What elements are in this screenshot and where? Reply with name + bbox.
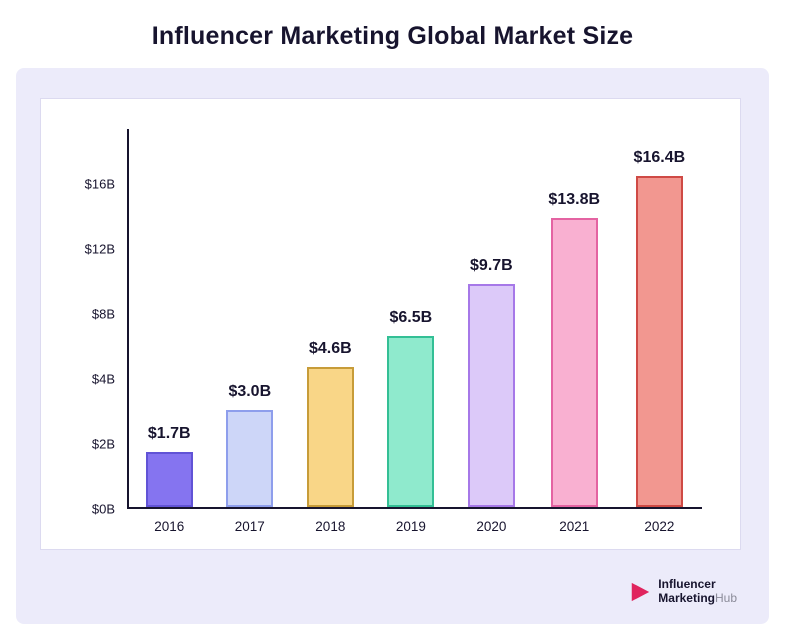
x-axis-label: 2021 bbox=[559, 519, 590, 534]
y-tick-label: $16B bbox=[84, 176, 115, 192]
brand-flag-icon bbox=[632, 583, 650, 602]
y-tick-label: $12B bbox=[84, 241, 115, 257]
x-axis-label: 2020 bbox=[476, 519, 507, 534]
y-tick-label: $0B bbox=[91, 501, 115, 517]
bar-column: $3.0B 2017 bbox=[226, 382, 274, 534]
bar-column: $9.7B 2020 bbox=[467, 257, 515, 534]
bar-value-label: $1.7B bbox=[147, 424, 191, 442]
page-title: Influencer Marketing Global Market Size bbox=[151, 22, 634, 50]
bar-chart: $0B $2B $4B $8B $12B $16B $1.7B 2016 $3.0B 2017 $… bbox=[41, 99, 740, 535]
bar-2017 bbox=[226, 409, 274, 507]
bar-2016 bbox=[145, 451, 193, 507]
x-axis-label: 2016 bbox=[154, 519, 185, 534]
bar-value-label: $4.6B bbox=[308, 340, 352, 358]
bar-value-label: $16.4B bbox=[633, 148, 686, 166]
bar-column: $13.8B 2021 bbox=[548, 190, 601, 534]
bar-2021 bbox=[550, 217, 598, 507]
y-tick-label: $4B bbox=[91, 371, 115, 387]
bar-column: $4.6B 2018 bbox=[306, 340, 354, 534]
brand-name: Influencer MarketingHub bbox=[658, 578, 737, 606]
bar-value-label: $6.5B bbox=[389, 309, 433, 327]
chart-panel: $0B $2B $4B $8B $12B $16B $1.7B 2016 $3.0B 2017 $… bbox=[16, 68, 769, 624]
x-axis-label: 2018 bbox=[315, 519, 346, 534]
brand-name-line2: MarketingHub bbox=[658, 591, 737, 606]
bar-value-label: $3.0B bbox=[228, 382, 272, 400]
bar-column: $6.5B 2019 bbox=[387, 309, 435, 534]
x-axis-label: 2022 bbox=[644, 519, 675, 534]
bar-column: $16.4B 2022 bbox=[633, 148, 686, 535]
x-axis-label: 2017 bbox=[234, 519, 265, 534]
brand-name-line2-light: Hub bbox=[714, 591, 737, 606]
brand-logo: Influencer MarketingHub bbox=[629, 578, 737, 606]
plot-area: $1.7B 2016 $3.0B 2017 $4.6B 2018 $6.5B 2019 $9.7… bbox=[127, 129, 702, 535]
bar-2022 bbox=[635, 175, 683, 507]
y-axis: $0B $2B $4B $8B $12B $16B bbox=[65, 129, 127, 517]
bar-2020 bbox=[467, 284, 515, 507]
x-axis-label: 2019 bbox=[395, 519, 426, 534]
bar-2019 bbox=[387, 336, 435, 507]
bar-value-label: $13.8B bbox=[548, 190, 601, 208]
bar-column: $1.7B 2016 bbox=[145, 424, 193, 534]
y-tick-label: $8B bbox=[91, 306, 115, 322]
chart-card: $0B $2B $4B $8B $12B $16B $1.7B 2016 $3.0B 2017 $… bbox=[40, 98, 741, 550]
bar-2018 bbox=[306, 367, 354, 507]
brand-name-line1: Influencer bbox=[658, 577, 716, 592]
brand-name-line2-bold: Marketing bbox=[658, 591, 715, 606]
y-tick-label: $2B bbox=[91, 436, 115, 452]
bar-value-label: $9.7B bbox=[470, 257, 513, 275]
